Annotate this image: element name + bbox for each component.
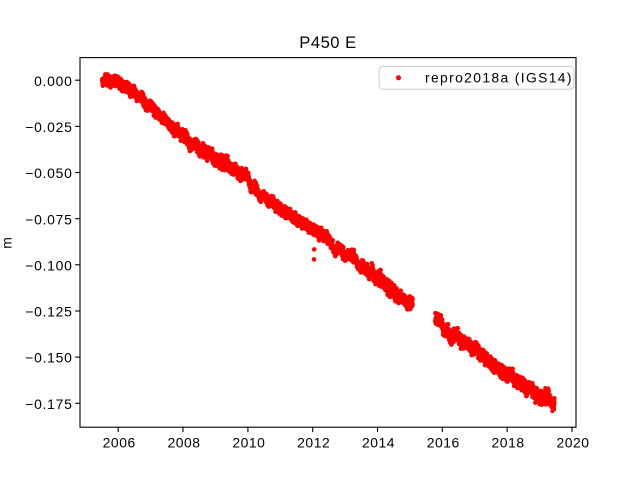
svg-text:−0.150: −0.150 xyxy=(25,350,72,366)
svg-text:2006: 2006 xyxy=(103,434,136,450)
svg-text:−0.025: −0.025 xyxy=(25,119,72,135)
svg-text:2016: 2016 xyxy=(427,434,460,450)
svg-text:m: m xyxy=(0,237,15,249)
svg-text:2020: 2020 xyxy=(556,434,589,450)
svg-text:2010: 2010 xyxy=(232,434,265,450)
svg-text:2018: 2018 xyxy=(492,434,525,450)
svg-text:2008: 2008 xyxy=(167,434,200,450)
svg-text:2012: 2012 xyxy=(297,434,330,450)
svg-text:−0.075: −0.075 xyxy=(25,211,72,227)
svg-text:repro2018a (IGS14): repro2018a (IGS14) xyxy=(425,70,573,86)
svg-text:P450 E: P450 E xyxy=(299,33,356,52)
svg-text:0.000: 0.000 xyxy=(34,73,73,89)
svg-text:−0.125: −0.125 xyxy=(25,304,72,320)
svg-text:2014: 2014 xyxy=(362,434,395,450)
svg-text:−0.175: −0.175 xyxy=(25,396,72,412)
svg-text:−0.050: −0.050 xyxy=(25,165,72,181)
svg-text:−0.100: −0.100 xyxy=(25,257,72,273)
